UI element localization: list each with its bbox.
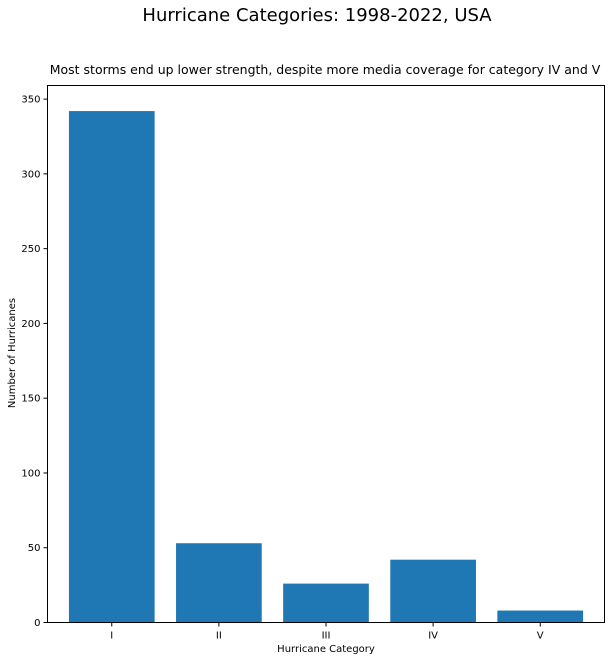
bar-V — [497, 610, 584, 623]
x-axis-ticks: I II III IV V — [110, 622, 544, 642]
bar-I — [68, 111, 155, 623]
x-axis-label: Hurricane Category — [277, 644, 375, 655]
y-tick-label: 0 — [34, 618, 40, 629]
x-tick-label: II — [216, 631, 222, 642]
bar-III — [283, 583, 369, 623]
plot-frame — [47, 85, 605, 623]
y-tick-label: 350 — [21, 95, 40, 106]
bar-II — [176, 543, 262, 623]
y-axis-label: Number of Hurricanes — [7, 298, 18, 408]
y-tick-label: 250 — [21, 244, 40, 255]
chart-subtitle: Most storms end up lower strength, despi… — [50, 62, 601, 77]
x-tick-label: V — [537, 631, 544, 642]
y-axis-ticks: 0 50 100 150 200 250 300 350 — [21, 95, 48, 629]
x-tick-label: III — [322, 631, 331, 642]
x-tick-label: IV — [428, 631, 438, 642]
y-tick-label: 300 — [21, 169, 40, 180]
y-tick-label: 200 — [21, 319, 40, 330]
chart-title: Hurricane Categories: 1998-2022, USA — [142, 5, 492, 26]
bars-group — [68, 111, 584, 623]
bar-IV — [390, 559, 476, 623]
y-tick-label: 150 — [21, 394, 40, 405]
x-tick-label: I — [110, 631, 113, 642]
y-tick-label: 50 — [28, 543, 41, 554]
y-tick-label: 100 — [21, 468, 40, 479]
